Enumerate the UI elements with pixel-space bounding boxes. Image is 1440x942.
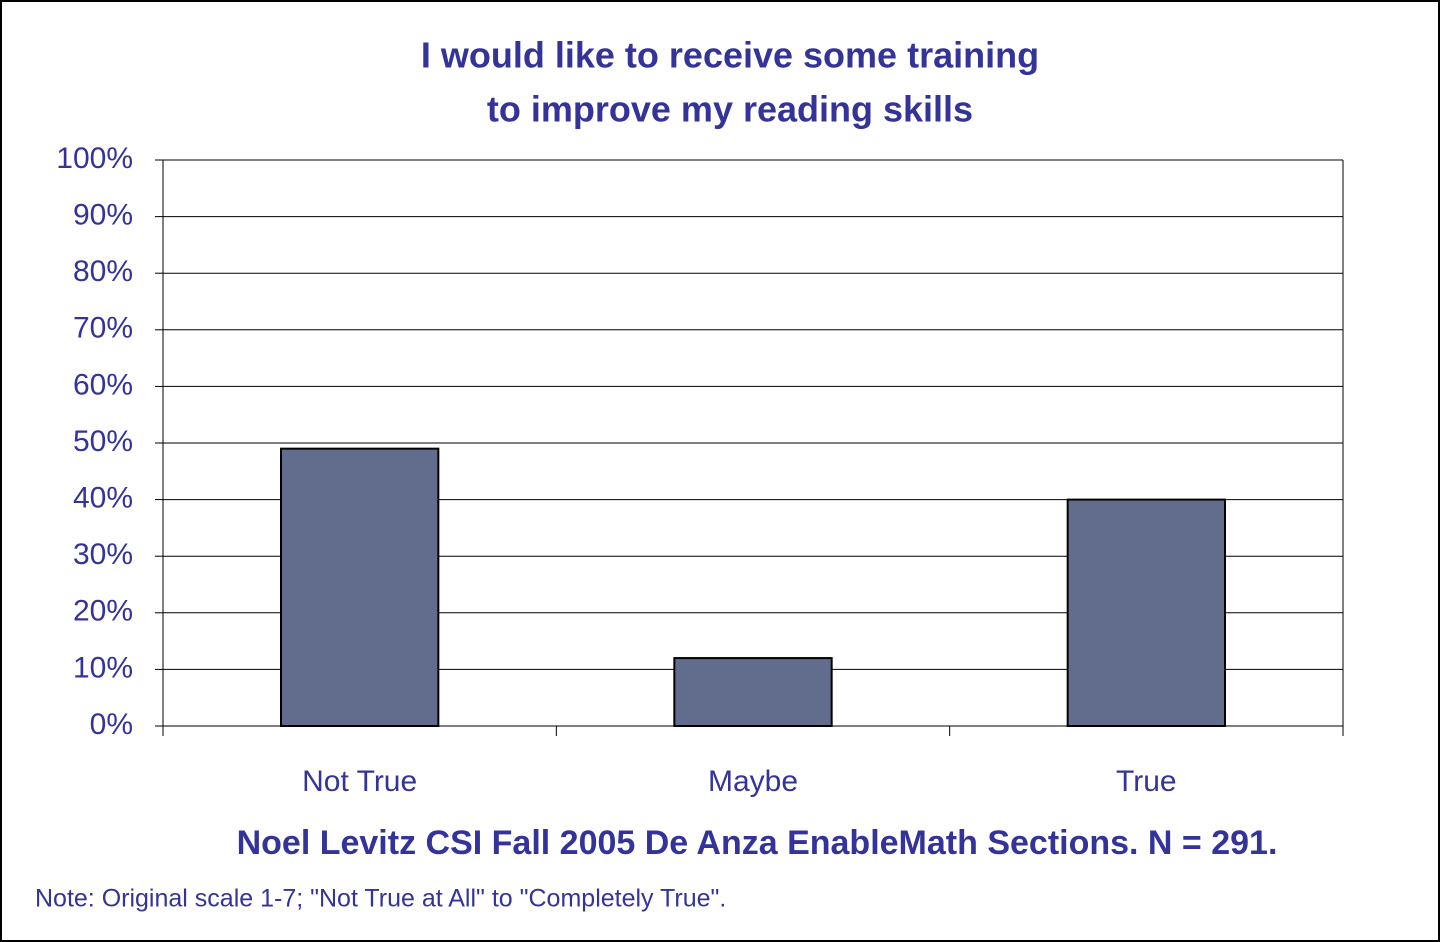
y-tick-label: 30% (73, 538, 133, 571)
y-tick-label: 80% (73, 255, 133, 288)
y-tick-label: 100% (56, 142, 133, 175)
y-tick-label: 90% (73, 199, 133, 232)
bar (673, 657, 833, 728)
chart-title: I would like to receive some training (421, 35, 1039, 76)
subtitle: Noel Levitz CSI Fall 2005 De Anza Enable… (237, 824, 1278, 862)
note: Note: Original scale 1-7; "Not True at A… (35, 885, 726, 913)
bar (1066, 498, 1226, 727)
y-tick-label: 10% (73, 651, 133, 684)
x-tick-label: Maybe (708, 765, 798, 798)
x-tick-label: True (1116, 765, 1177, 798)
y-tick-label: 50% (73, 425, 133, 458)
y-tick-label: 0% (90, 708, 133, 741)
chart-title: to improve my reading skills (487, 89, 973, 130)
bar (280, 447, 440, 727)
x-tick-label: Not True (302, 765, 417, 798)
y-tick-label: 60% (73, 368, 133, 401)
y-tick-label: 70% (73, 312, 133, 345)
y-tick-label: 20% (73, 595, 133, 628)
y-tick-label: 40% (73, 482, 133, 515)
